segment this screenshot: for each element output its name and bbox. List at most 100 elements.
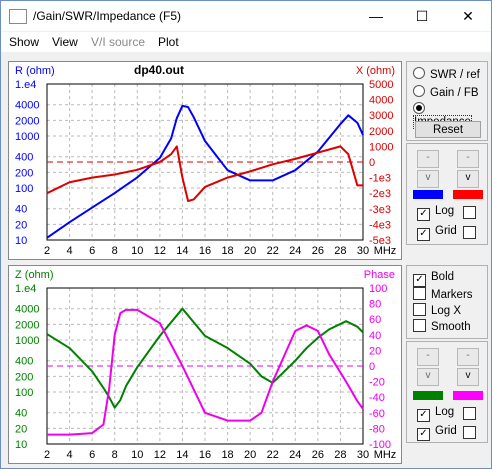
right-tick-label: 80 [369, 299, 381, 311]
x-tick-label: 4 [67, 245, 73, 257]
left-tick-label: 40 [15, 408, 27, 420]
x-tick-label: 8 [112, 449, 118, 461]
top-plot-area: 1.e4 4000 2000 1000 400 200 100 40 20 10 5000 4000 3… [8, 61, 402, 260]
menu-plot[interactable]: Plot [158, 35, 179, 49]
x-tick-label: 18 [221, 245, 233, 257]
checkbox-label: Smooth [431, 321, 471, 333]
logx-checkbox[interactable]: Log X [413, 303, 461, 317]
x-tick-label: 28 [334, 449, 346, 461]
right-tick-label: -2e3 [369, 188, 391, 200]
bottom-grid-checkbox[interactable]: ✓ Grid [417, 425, 457, 441]
right-tick-label: 1000 [369, 141, 393, 153]
right-tick-label: 0 [369, 157, 375, 169]
x-tick-label: 22 [267, 449, 279, 461]
menu-show[interactable]: Show [9, 35, 40, 49]
right-tick-label: -40 [369, 392, 385, 404]
mode-label: SWR / ref [430, 69, 480, 81]
z-scale-up-right-button[interactable]: - [457, 348, 479, 366]
checkbox-box: ✓ [417, 208, 430, 221]
x-color-swatch[interactable] [453, 190, 483, 199]
minimize-button[interactable]: — [369, 8, 383, 24]
mode-gain-radio[interactable]: Gain / FB [413, 85, 479, 99]
smooth-checkbox[interactable]: Smooth [413, 319, 471, 333]
bottom-log-right-checkbox[interactable] [463, 407, 476, 420]
left-tick-label: 400 [15, 356, 33, 368]
reset-button[interactable]: Reset [415, 121, 481, 138]
markers-checkbox[interactable]: Markers [413, 287, 473, 301]
x-tick-label: 20 [244, 449, 256, 461]
left-tick-label: 10 [15, 439, 27, 451]
top-grid-right-checkbox[interactable] [463, 226, 476, 239]
mode-swr-radio[interactable]: SWR / ref [413, 67, 480, 81]
scale-up-left-button[interactable]: - [417, 150, 439, 168]
top-controls-panel: - - v v ✓ Log ✓ Grid [406, 143, 488, 245]
bottom-grid-right-checkbox[interactable] [463, 426, 476, 439]
right-tick-label: -4e3 [369, 219, 391, 231]
left-tick-label: 400 [15, 152, 33, 164]
left-tick-label: 2000 [15, 319, 39, 331]
left-tick-label: 4000 [15, 304, 39, 316]
right-axis-label: X (ohm) [356, 65, 395, 77]
checkbox-box: ✓ [417, 428, 430, 441]
left-tick-label: 100 [15, 387, 33, 399]
x-tick-label: 2 [44, 449, 50, 461]
right-tick-label: -20 [369, 377, 385, 389]
right-tick-label: -1e3 [369, 173, 391, 185]
checkbox-label: Grid [435, 225, 457, 237]
menu-vi-source: V/I source [91, 35, 146, 49]
x-tick-label: 10 [131, 245, 143, 257]
radio-dot-selected [413, 102, 425, 114]
close-button[interactable]: ✕ [462, 8, 474, 24]
z-scale-down-right-button[interactable]: v [457, 368, 479, 386]
x-tick-label: 14 [176, 449, 188, 461]
checkbox-label: Bold [431, 271, 455, 283]
menu-view[interactable]: View [52, 35, 78, 49]
checkbox-box [413, 303, 426, 316]
left-tick-label: 10 [15, 235, 27, 247]
right-tick-label: -100 [369, 439, 391, 451]
bold-checkbox[interactable]: ✓ Bold [413, 271, 454, 287]
left-tick-label: 20 [15, 423, 27, 435]
series-line-z [46, 307, 364, 409]
x-unit-label: MHz [374, 245, 397, 257]
right-tick-label: -60 [369, 408, 385, 420]
right-axis-label: Phase [364, 269, 395, 281]
x-tick-label: 16 [199, 245, 211, 257]
top-log-checkbox[interactable]: ✓ Log [417, 205, 454, 221]
x-tick-label: 16 [199, 449, 211, 461]
bottom-controls-panel: - - v v ✓ Log ✓ Grid [406, 341, 488, 443]
checkbox-label: Log [435, 205, 455, 217]
bottom-log-checkbox[interactable]: ✓ Log [417, 406, 454, 422]
scale-down-right-button[interactable]: v [457, 170, 479, 188]
x-tick-label: 26 [312, 449, 324, 461]
series-line-phase [47, 308, 364, 436]
right-tick-label: -5e3 [369, 235, 391, 247]
left-tick-label: 200 [15, 167, 33, 179]
x-tick-label: 2 [44, 245, 50, 257]
top-log-right-checkbox[interactable] [463, 206, 476, 219]
right-tick-label: 60 [369, 314, 381, 326]
title-bar: /Gain/SWR/Impedance (F5) — ☐ ✕ [1, 1, 491, 31]
checkbox-label: Log X [431, 305, 462, 317]
z-scale-down-left-button[interactable]: v [417, 368, 439, 386]
r-color-swatch[interactable] [413, 190, 443, 199]
right-tick-label: 0 [369, 361, 375, 373]
right-tick-label: 2000 [369, 126, 393, 138]
left-axis-label: Z (ohm) [15, 269, 54, 281]
checkbox-box: ✓ [417, 409, 430, 422]
phase-color-swatch[interactable] [453, 391, 483, 400]
left-tick-label: 2000 [15, 115, 39, 127]
scale-down-left-button[interactable]: v [417, 170, 439, 188]
scale-up-right-button[interactable]: - [457, 150, 479, 168]
top-grid-checkbox[interactable]: ✓ Grid [417, 225, 457, 241]
z-scale-up-left-button[interactable]: - [417, 348, 439, 366]
x-tick-label: 4 [67, 449, 73, 461]
maximize-button[interactable]: ☐ [415, 8, 429, 24]
checkbox-box [413, 319, 426, 332]
z-color-swatch[interactable] [413, 391, 443, 400]
app-icon [9, 9, 27, 24]
x-tick-label: 24 [289, 245, 301, 257]
radio-dot [413, 67, 425, 79]
x-tick-label: 12 [154, 449, 166, 461]
